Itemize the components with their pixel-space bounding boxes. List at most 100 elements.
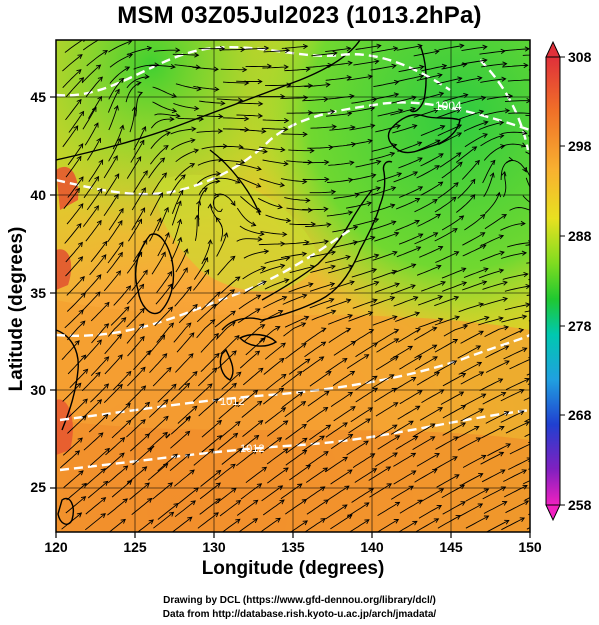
streamline-arrowhead [323, 239, 330, 245]
streamline [325, 112, 352, 117]
streamline [81, 291, 101, 312]
streamline [193, 257, 208, 280]
streamline [485, 345, 509, 358]
streamline [355, 160, 381, 168]
streamline-arrowhead [211, 303, 217, 309]
streamline-arrowhead [520, 142, 527, 148]
streamline [311, 52, 337, 57]
streamline [302, 178, 329, 181]
streamline-arrowhead [230, 463, 236, 469]
streamline [434, 456, 458, 470]
streamline-arrowhead [534, 185, 538, 190]
streamline-arrowhead [103, 413, 109, 420]
streamline-arrowhead [183, 248, 189, 254]
streamline [288, 358, 310, 375]
streamline [88, 159, 103, 182]
streamline-arrowhead [524, 421, 530, 426]
streamline-arrowhead [453, 436, 459, 442]
streamline [157, 503, 179, 520]
y-axis-label: Latitude (degrees) [6, 226, 27, 392]
streamline-arrowhead [498, 234, 505, 240]
streamline [152, 86, 177, 98]
streamline-arrowhead [185, 453, 191, 459]
streamline [501, 517, 525, 531]
streamline-arrowhead [323, 206, 329, 212]
streamline [82, 205, 99, 227]
streamline-arrowhead [437, 181, 444, 187]
streamline [214, 177, 240, 184]
streamline [245, 466, 267, 484]
streamline [390, 420, 414, 435]
streamline [67, 176, 84, 198]
streamline [414, 327, 437, 341]
streamline-arrowhead [255, 308, 261, 314]
streamline [265, 84, 291, 87]
streamline [109, 54, 133, 68]
streamline-arrowhead [349, 370, 356, 376]
streamline-arrowhead [76, 382, 82, 388]
streamline [309, 283, 335, 292]
hot-region-china-north [56, 166, 79, 210]
streamline-arrowhead [139, 335, 145, 342]
streamline [371, 221, 396, 231]
streamline [458, 110, 484, 120]
streamline-arrowhead [275, 517, 281, 523]
streamline-arrowhead [258, 101, 264, 107]
streamline-arrowhead [454, 315, 460, 321]
streamline-arrowhead [435, 139, 441, 145]
streamline [463, 121, 488, 132]
streamline-arrowhead [503, 325, 509, 331]
streamline-arrowhead [176, 200, 182, 206]
streamline-arrowhead [437, 295, 444, 300]
streamline-arrowhead [501, 170, 507, 177]
streamline [194, 215, 198, 241]
streamline-arrowhead [163, 415, 169, 421]
streamline [264, 279, 289, 290]
streamline-arrowhead [321, 327, 327, 333]
streamline [355, 187, 381, 195]
streamline-arrowhead [481, 280, 488, 286]
streamline-arrowhead [284, 278, 290, 284]
streamline-arrowhead [504, 519, 510, 525]
streamline-arrowhead [432, 232, 439, 237]
streamline [505, 500, 529, 514]
streamline-arrowhead [363, 354, 370, 359]
streamline [286, 112, 313, 114]
streamline-arrowhead [276, 437, 283, 442]
streamline-arrowhead [502, 501, 508, 506]
streamline [199, 498, 221, 515]
streamline [309, 424, 331, 441]
streamline-arrowhead [310, 221, 317, 227]
streamline-arrowhead [81, 415, 87, 421]
streamline-arrowhead [393, 402, 399, 407]
streamline [462, 455, 486, 468]
streamline-arrowhead [260, 337, 266, 343]
streamline [217, 433, 238, 451]
streamline-arrowhead [498, 120, 505, 126]
streamline [62, 437, 83, 456]
streamline-arrowhead [521, 250, 528, 256]
streamline-arrowhead [412, 520, 418, 526]
streamline-arrowhead [410, 452, 417, 458]
streamline-arrowhead [481, 454, 487, 460]
streamline [177, 487, 199, 505]
streamline [309, 298, 334, 309]
streamline-arrowhead [223, 232, 229, 238]
streamline-arrowhead [323, 499, 329, 505]
streamline-arrowhead [478, 302, 484, 308]
streamline [354, 281, 379, 291]
streamline [375, 356, 399, 371]
streamline-arrowhead [230, 255, 236, 261]
streamline [129, 482, 150, 500]
streamline [83, 176, 99, 199]
streamline-arrowhead [137, 218, 142, 224]
streamline-arrowhead [324, 176, 330, 183]
streamline [281, 133, 307, 135]
streamline-arrowhead [394, 501, 401, 507]
streamline [441, 215, 464, 231]
streamline [442, 281, 467, 292]
streamline [460, 97, 486, 105]
streamline [478, 317, 504, 326]
streamline [170, 431, 190, 449]
streamline-arrowhead [393, 519, 400, 524]
